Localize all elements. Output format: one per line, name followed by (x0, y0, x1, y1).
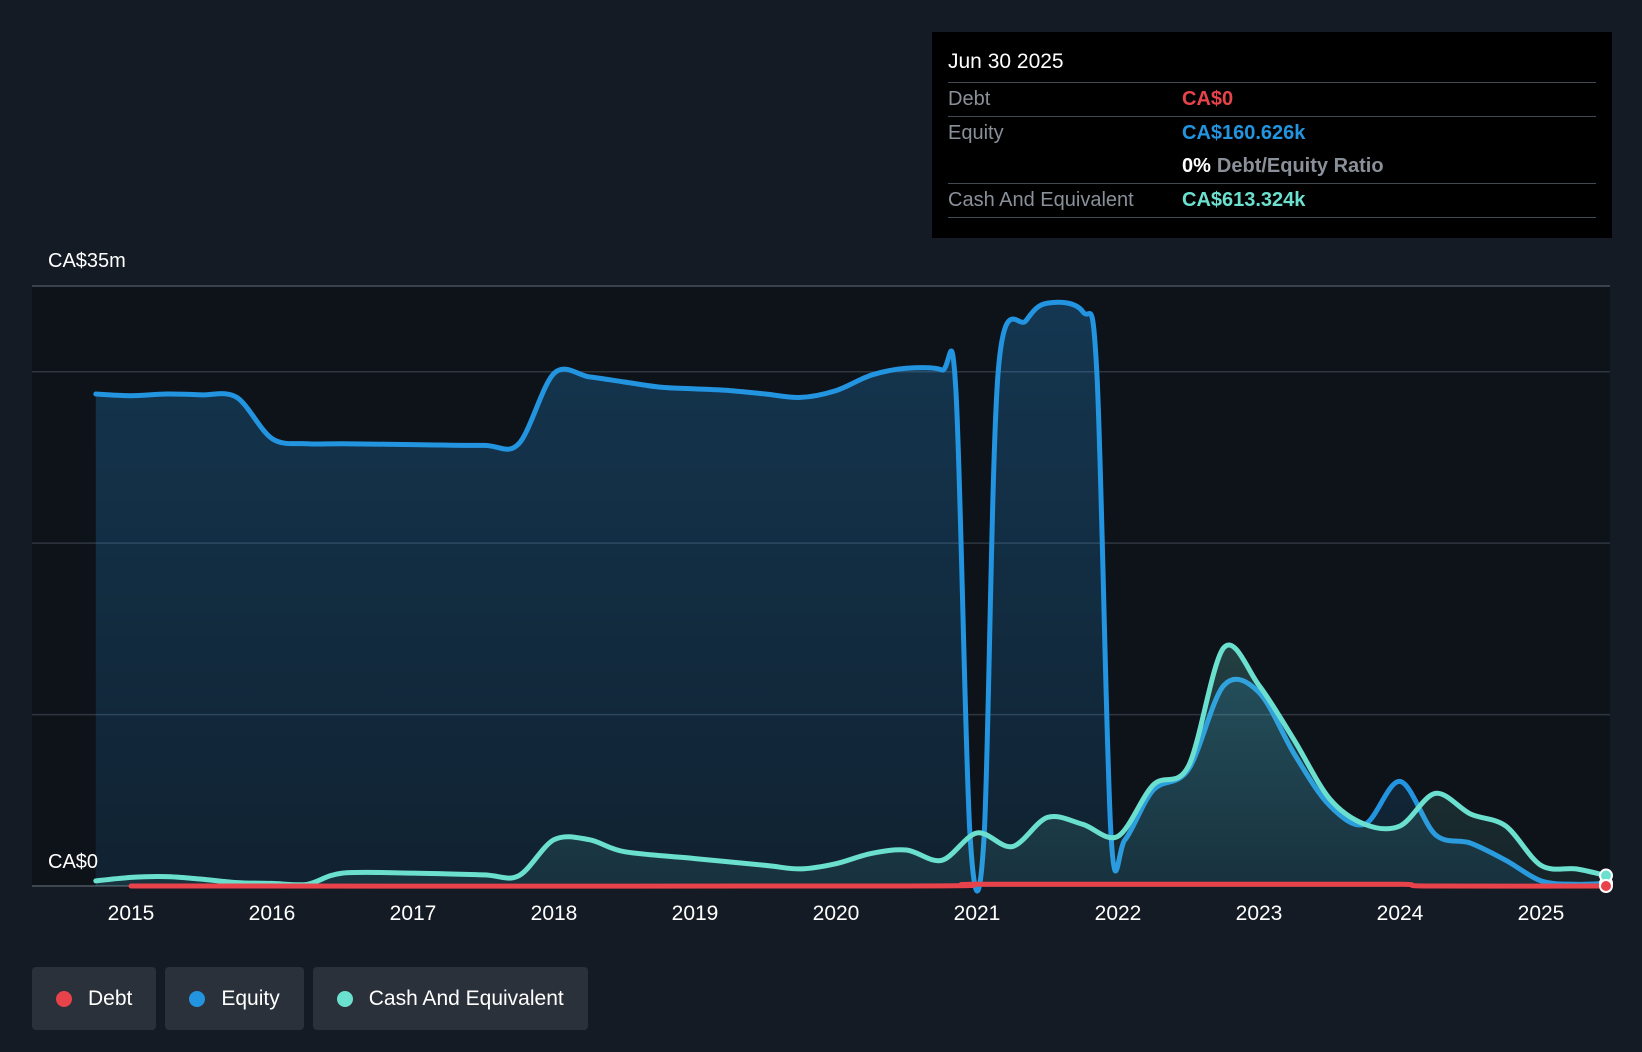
tooltip-equity-value: CA$160.626k (1182, 122, 1306, 144)
legend-item-cash[interactable]: Cash And Equivalent (312, 967, 588, 1030)
legend-item-debt[interactable]: Debt (32, 967, 157, 1030)
series-layer (93, 299, 1613, 894)
tooltip-date: Jun 30 2025 (948, 50, 1064, 73)
tooltip-equity-row: Equity CA$160.626k (948, 116, 1596, 150)
tooltip-ratio-row: 0% Debt/Equity Ratio (948, 150, 1596, 183)
tooltip-equity-label: Equity (948, 122, 1004, 144)
x-tick-label: 2017 (390, 902, 437, 925)
cash-area (95, 644, 1606, 886)
tooltip-cash-row: Cash And Equivalent CA$613.324k (948, 183, 1596, 218)
x-tick-label: 2015 (108, 902, 155, 925)
legend-cash-label: Cash And Equivalent (368, 986, 564, 1010)
y-axis-bottom-label: CA$0 (48, 851, 99, 873)
debt-dot-icon (56, 990, 72, 1007)
tooltip-ratio-value: 0% (1182, 155, 1211, 177)
tooltip-debt-value: CA$0 (1182, 88, 1234, 110)
x-tick-label: 2025 (1518, 902, 1565, 925)
legend-item-equity[interactable]: Equity (165, 967, 304, 1030)
tooltip-ratio-label: Debt/Equity Ratio (1216, 155, 1384, 177)
x-tick-label: 2022 (1095, 902, 1142, 925)
x-tick-label: 2018 (531, 902, 578, 925)
x-tick-label: 2020 (813, 902, 860, 925)
cash-line (93, 642, 1609, 888)
legend-equity-label: Equity (221, 986, 280, 1010)
chart-legend: Debt Equity Cash And Equivalent (32, 967, 588, 1030)
x-axis-ticks: 2015 2016 2017 2018 2019 2020 2021 2022 2023 2024… (108, 902, 1565, 925)
y-axis-top-label: CA$35m (48, 250, 126, 272)
x-tick-label: 2021 (954, 902, 1001, 925)
x-tick-label: 2023 (1236, 902, 1283, 925)
debt-end-marker[interactable] (1599, 879, 1613, 893)
x-tick-label: 2016 (249, 902, 296, 925)
x-tick-label: 2024 (1377, 902, 1424, 925)
tooltip-cash-value: CA$613.324k (1182, 189, 1306, 211)
equity-dot-icon (189, 990, 206, 1007)
legend-debt-label: Debt (88, 986, 133, 1010)
debt-line (128, 881, 1609, 889)
tooltip-panel: Jun 30 2025 Debt CA$0 Equity CA$160.626k… (932, 32, 1612, 238)
tooltip-cash-label: Cash And Equivalent (948, 189, 1134, 211)
cash-dot-icon (336, 990, 353, 1007)
tooltip-debt-label: Debt (948, 88, 991, 110)
x-tick-label: 2019 (672, 902, 719, 925)
tooltip-debt-row: Debt CA$0 (948, 82, 1596, 116)
